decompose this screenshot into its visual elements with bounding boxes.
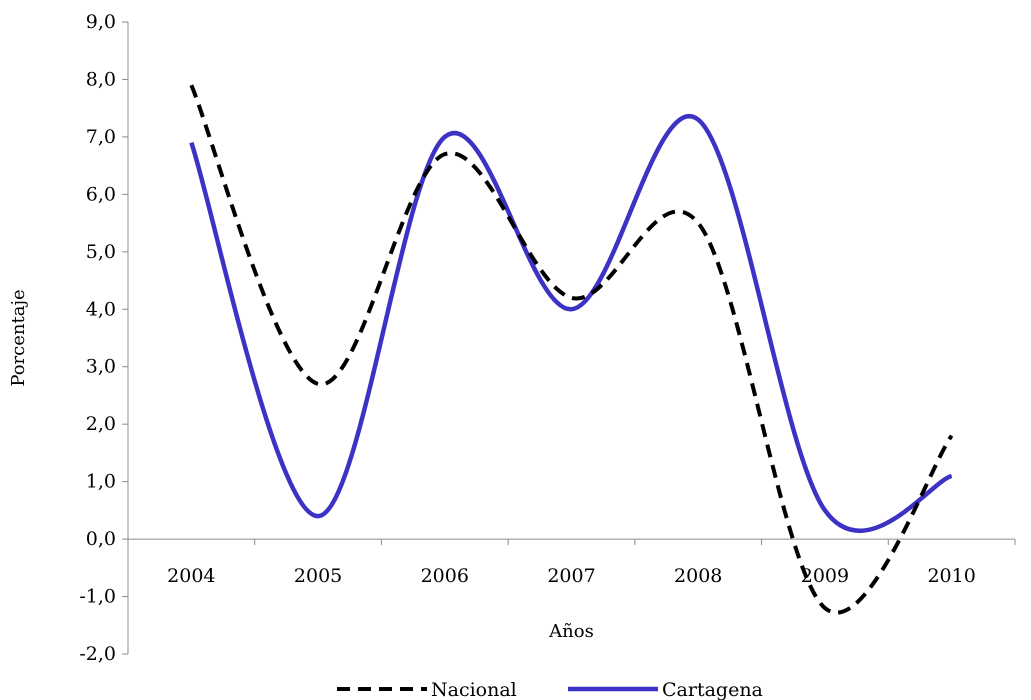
x-tick-label: 2005 bbox=[294, 565, 342, 587]
x-tick-label: 2004 bbox=[167, 565, 215, 587]
x-axis-title: Años bbox=[548, 621, 594, 642]
y-axis-title: Porcentaje bbox=[8, 289, 29, 386]
legend: Nacional Cartagena bbox=[337, 679, 763, 700]
series-lines bbox=[189, 84, 954, 615]
series-line-nacional bbox=[189, 84, 954, 615]
x-tick-label: 2008 bbox=[674, 565, 722, 587]
y-tick-label: 8,0 bbox=[86, 68, 116, 90]
x-tick-label: 2009 bbox=[801, 565, 849, 587]
y-tick-label: 9,0 bbox=[86, 11, 116, 33]
y-tick-label: 3,0 bbox=[86, 356, 116, 378]
y-tick-label: -2,0 bbox=[79, 643, 116, 665]
y-tick-label: 1,0 bbox=[86, 471, 116, 493]
x-tick-label: 2007 bbox=[547, 565, 595, 587]
x-tick-label: 2010 bbox=[927, 565, 975, 587]
y-tick-label: -1,0 bbox=[79, 586, 116, 608]
y-tick-label: 0,0 bbox=[86, 528, 116, 550]
legend-label-cartagena: Cartagena bbox=[662, 679, 763, 700]
legend-label-nacional: Nacional bbox=[431, 679, 517, 700]
y-tick-label: 4,0 bbox=[86, 298, 116, 320]
x-axis: 2004 2005 2006 2007 2008 2009 2010 bbox=[127, 538, 1016, 587]
y-tick-label: 7,0 bbox=[86, 126, 116, 148]
x-tick-label: 2006 bbox=[421, 565, 469, 587]
series-line-cartagena bbox=[189, 114, 953, 534]
y-axis: -2,0 -1,0 0,0 1,0 2,0 3,0 4,0 5,0 6,0 7,0 8,0 9,0 bbox=[79, 11, 129, 665]
y-tick-label: 2,0 bbox=[86, 413, 116, 435]
y-tick-label: 6,0 bbox=[86, 183, 116, 205]
y-tick-label: 5,0 bbox=[86, 241, 116, 263]
